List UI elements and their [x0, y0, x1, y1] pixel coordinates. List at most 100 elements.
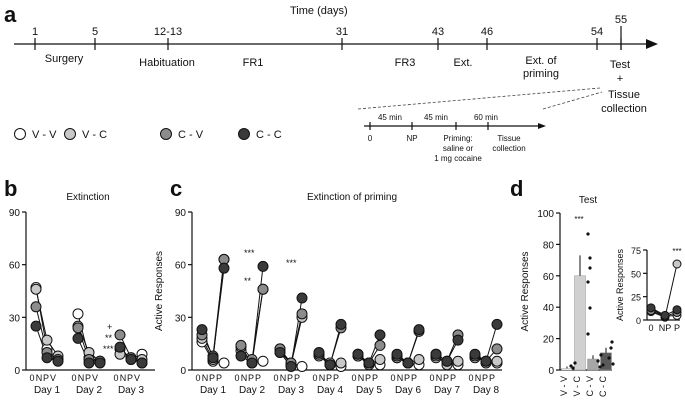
- x-tick-label: 0: [648, 323, 653, 333]
- day-label: Day 1: [200, 385, 227, 396]
- x-tick-label: V: [134, 373, 140, 383]
- significance-mark: ***: [574, 215, 583, 224]
- y-tick-label: 60: [543, 272, 555, 283]
- inset-label-np: NP: [406, 134, 417, 143]
- significance-mark: **: [105, 333, 113, 343]
- individual-point: [588, 256, 592, 260]
- data-point: [41, 334, 53, 346]
- timeline-tick-label: 5: [92, 26, 98, 38]
- individual-point: [609, 346, 613, 350]
- x-tick-label: P: [404, 373, 410, 383]
- timeline-arrowhead: [646, 39, 658, 49]
- data-point: [413, 324, 425, 336]
- data-point: [363, 357, 375, 369]
- x-tick-label: N: [241, 373, 248, 383]
- inset-label-saline: saline or: [443, 144, 474, 153]
- individual-point: [586, 232, 590, 236]
- chart-title: Extinction of priming: [307, 192, 397, 203]
- timeline-tick-label: 1: [32, 26, 38, 38]
- legend-marker-vc: [64, 128, 76, 140]
- y-tick-label: 30: [9, 313, 21, 324]
- day-label: Day 8: [473, 385, 500, 396]
- x-tick-label: V: [92, 373, 98, 383]
- timeline-tick-label: 46: [481, 26, 493, 38]
- y-tick-label: 90: [9, 208, 21, 219]
- legend-marker-cc: [238, 128, 250, 140]
- data-point: [480, 355, 492, 367]
- data-point: [491, 343, 503, 355]
- zoom-guide-right: [542, 91, 603, 110]
- individual-point: [596, 359, 600, 363]
- x-tick-label: N: [280, 373, 287, 383]
- y-tick-label: 20: [543, 335, 555, 346]
- significance-mark: +: [107, 322, 112, 332]
- y-tick-label: 90: [175, 208, 187, 219]
- data-point: [83, 357, 95, 369]
- y-tick-label: 50: [631, 269, 641, 279]
- timeline-title: Time (days): [290, 5, 348, 17]
- data-point: [125, 353, 137, 365]
- significance-mark: ***: [244, 248, 255, 258]
- data-point: [391, 348, 403, 360]
- phase-plus: +: [617, 73, 623, 85]
- x-tick-label: 0: [351, 373, 356, 383]
- category-label: C - V: [585, 376, 595, 397]
- individual-point: [601, 363, 605, 367]
- data-point: [246, 357, 258, 369]
- phase-surgery: Surgery: [45, 53, 84, 65]
- panel-label-c: c: [170, 176, 182, 201]
- x-tick-label: 0: [29, 373, 34, 383]
- data-point: [41, 352, 53, 364]
- day-label: Day 7: [434, 385, 461, 396]
- legend-label-cv: C - V: [178, 129, 204, 141]
- y-tick-label: 75: [631, 246, 641, 256]
- phase-ext: Ext.: [454, 57, 473, 69]
- inset-label-priming: Priming:: [443, 134, 472, 143]
- data-point: [196, 324, 208, 336]
- y-tick-label: 0: [548, 366, 554, 377]
- x-tick-label: P: [482, 373, 488, 383]
- panel-label-b: b: [4, 176, 17, 201]
- y-axis-label: Active Responses: [154, 251, 165, 331]
- data-point: [646, 303, 656, 313]
- data-point: [672, 259, 682, 269]
- phase-fr3: FR3: [395, 57, 416, 69]
- phase-collection: collection: [601, 103, 647, 115]
- x-tick-label: N: [436, 373, 443, 383]
- data-point: [335, 318, 347, 330]
- data-point: [374, 339, 386, 351]
- timeline-tick-label: 12-13: [154, 26, 182, 38]
- data-point: [207, 352, 219, 364]
- inset-duration-3: 60 min: [474, 113, 498, 122]
- x-tick-label: P: [411, 373, 417, 383]
- panel-label-d: d: [510, 176, 523, 201]
- individual-point: [598, 365, 602, 369]
- data-point: [413, 353, 425, 365]
- x-tick-label: P: [248, 373, 254, 383]
- individual-point: [611, 362, 615, 366]
- phase-habituation: Habituation: [139, 57, 195, 69]
- data-point: [257, 283, 269, 295]
- data-point: [324, 359, 336, 371]
- day-label: Day 3: [118, 385, 145, 396]
- inset-label-collection: collection: [492, 144, 525, 153]
- significance-mark: ***: [103, 344, 114, 354]
- timeline-tick-label: 43: [432, 26, 444, 38]
- significance-mark: **: [244, 276, 252, 286]
- data-point: [285, 360, 297, 372]
- data-point: [30, 301, 42, 313]
- legend: V - V V - C C - V C - C: [14, 128, 282, 141]
- x-tick-label: N: [319, 373, 326, 383]
- data-point: [402, 357, 414, 369]
- x-tick-label: P: [674, 323, 680, 333]
- x-tick-label: V: [50, 373, 56, 383]
- data-point: [218, 357, 230, 369]
- test-inset-line-chart: 0 25 50 75 Active Responses 0 NP P ***: [615, 246, 682, 333]
- chart-title: Test: [579, 195, 598, 206]
- x-tick-label: N: [202, 373, 209, 383]
- x-tick-label: NP: [659, 323, 672, 333]
- legend-label-vv: V - V: [32, 129, 57, 141]
- data-point: [660, 310, 670, 320]
- data-point: [374, 329, 386, 341]
